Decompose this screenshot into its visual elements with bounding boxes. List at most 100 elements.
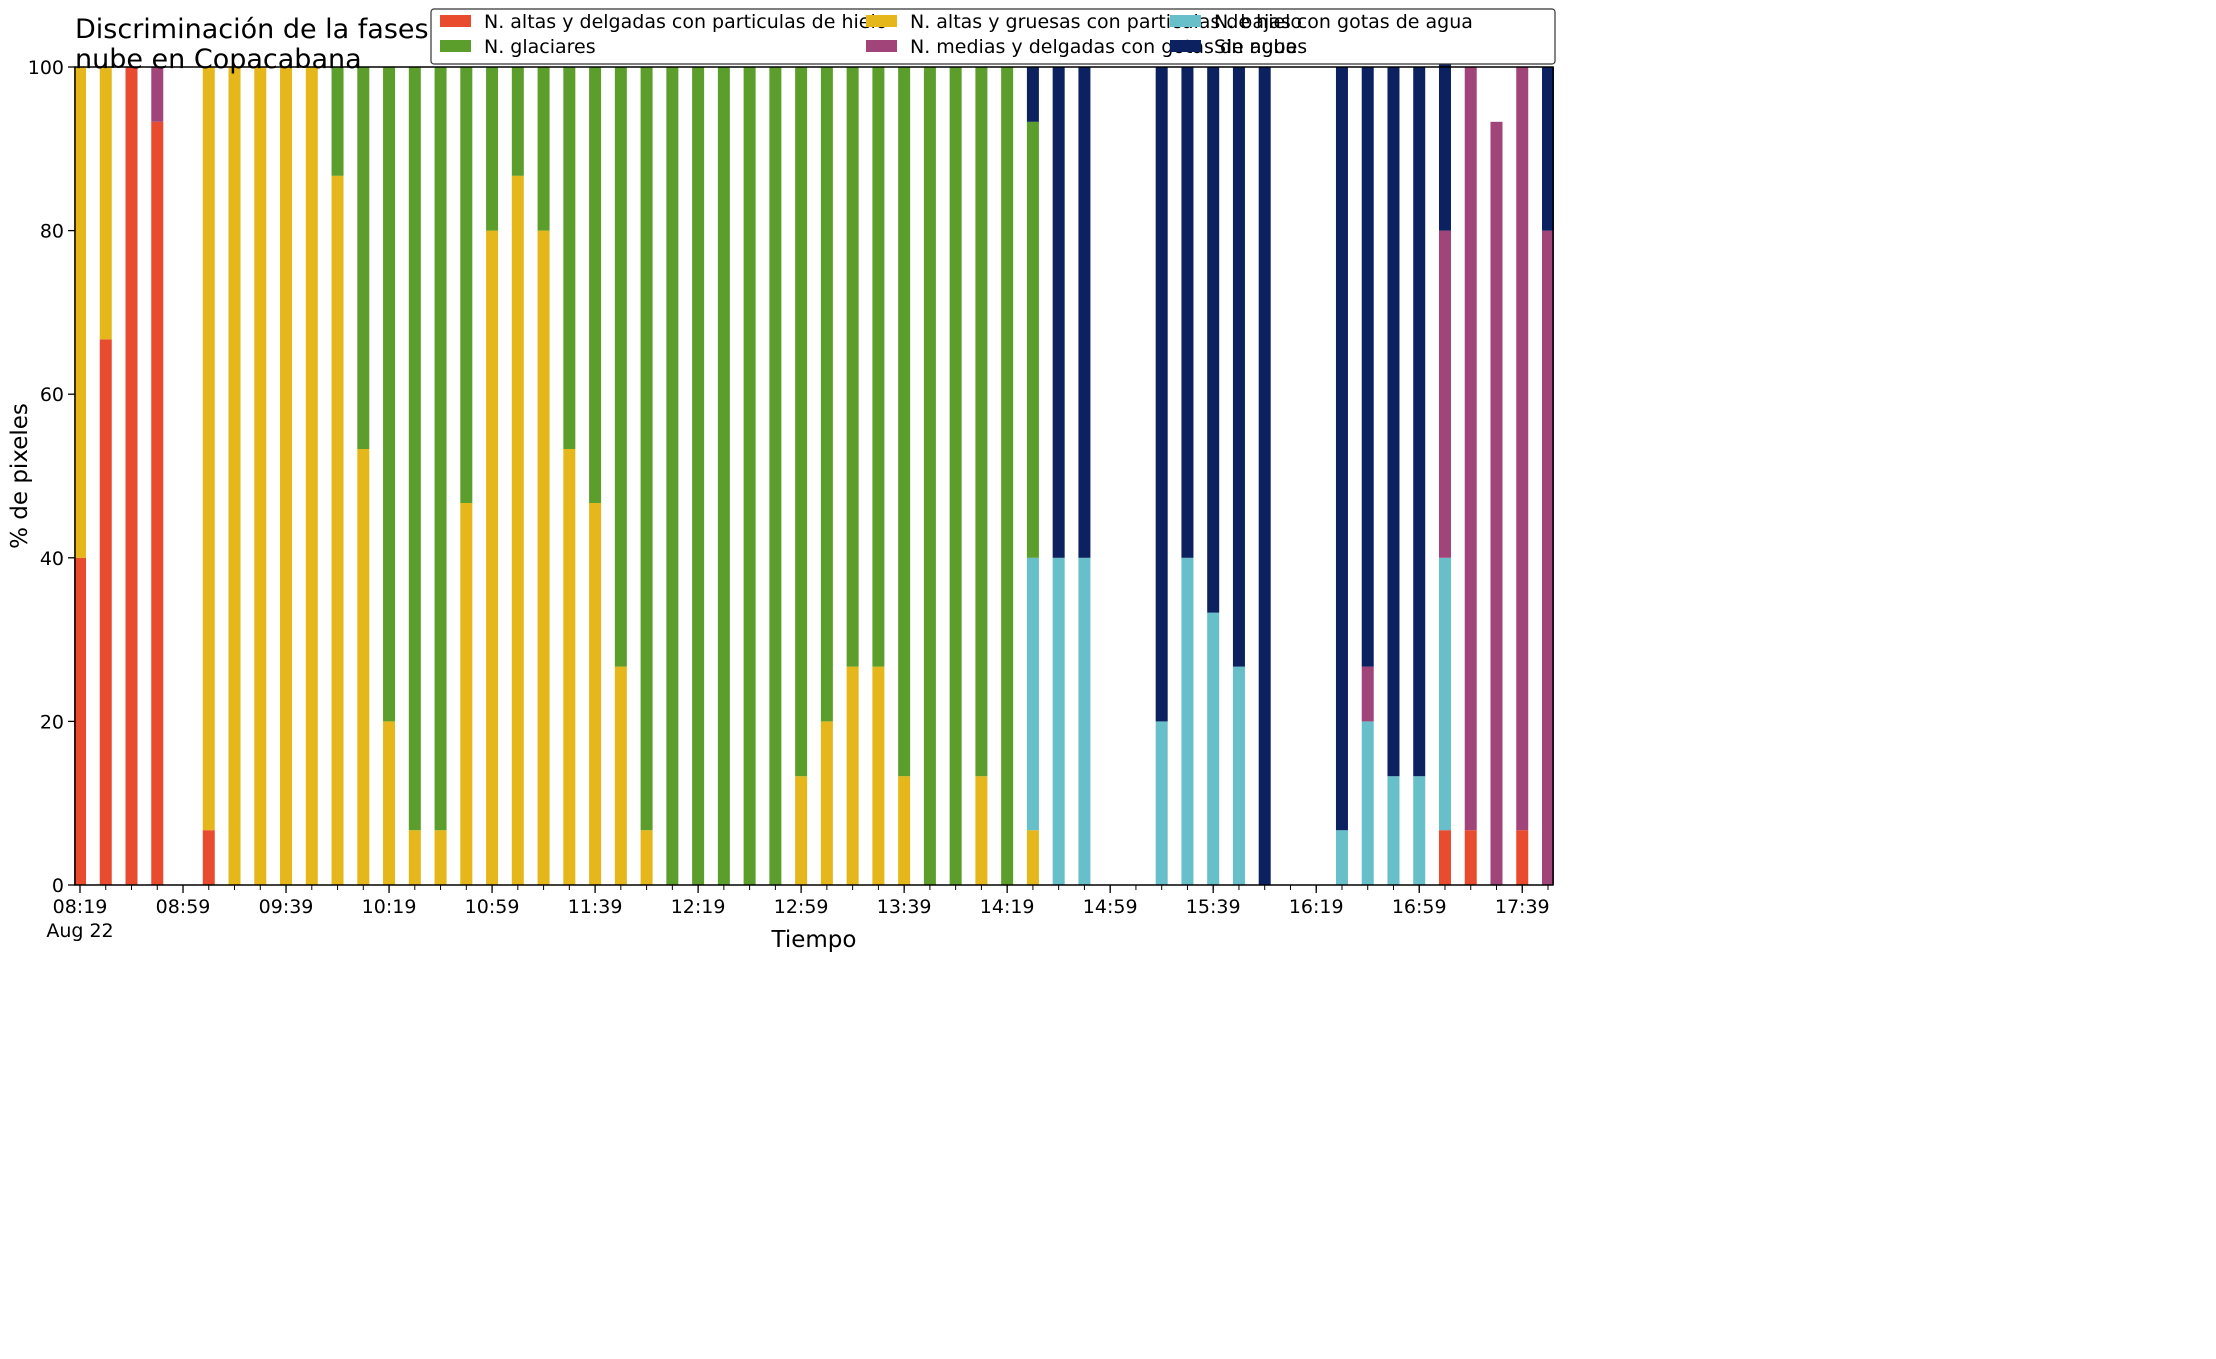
- bar-segment: [357, 67, 370, 450]
- bar-segment: [898, 67, 911, 777]
- bar-segment: [1026, 830, 1039, 885]
- bar-segment: [486, 230, 499, 886]
- y-tick-label: 40: [40, 548, 64, 570]
- bar-segment: [254, 67, 267, 885]
- bar-segment: [589, 502, 602, 885]
- plot-frame: [74, 66, 1554, 886]
- legend-swatch: [440, 15, 471, 27]
- legend-frame: [430, 8, 1556, 65]
- bar-segment: [1258, 67, 1271, 885]
- bar-segment: [228, 67, 241, 885]
- bar-segment: [1361, 666, 1374, 722]
- x-tick-label: 11:39: [568, 896, 623, 918]
- bar-segment: [898, 776, 911, 885]
- bar-segment: [1155, 67, 1168, 722]
- bar-segment: [1387, 67, 1400, 777]
- y-axis-label: % de pixeles: [7, 403, 33, 549]
- bar-segment: [434, 67, 447, 831]
- x-tick-label: 14:59: [1083, 896, 1138, 918]
- bar-segment: [614, 67, 627, 667]
- x-tick-label: 10:19: [362, 896, 417, 918]
- bar-segment: [1335, 830, 1348, 885]
- bar-segment: [1335, 67, 1348, 831]
- bar-segment: [975, 67, 988, 777]
- bar-segment: [1542, 230, 1554, 886]
- legend-swatch: [866, 40, 897, 52]
- bar-segment: [614, 666, 627, 885]
- legend-label: N. altas y delgadas con particulas de hi…: [484, 11, 887, 33]
- bar-segment: [1207, 67, 1220, 613]
- bar-segment: [357, 449, 370, 885]
- legend-label: N. bajas con gotas de agua: [1214, 11, 1473, 33]
- x-tick-label: 09:39: [259, 896, 314, 918]
- bar-segment: [1026, 557, 1039, 831]
- bar-segment: [460, 502, 473, 885]
- bar-segment: [795, 776, 808, 885]
- bar-segment: [125, 67, 138, 885]
- bar-segment: [1438, 230, 1451, 558]
- bar-segment: [1078, 557, 1091, 885]
- bar-segment: [202, 67, 215, 831]
- bar-segment: [537, 230, 550, 886]
- bar-segment: [589, 67, 602, 503]
- bar-segment: [820, 721, 833, 885]
- legend-swatch: [1170, 15, 1201, 27]
- y-tick-label: 80: [40, 221, 64, 243]
- legend-swatch: [1170, 40, 1201, 52]
- bar-segment: [717, 67, 730, 885]
- bar-segment: [1438, 557, 1451, 831]
- bar-segment: [434, 830, 447, 885]
- bar-segment: [1207, 612, 1220, 885]
- x-tick-label: 14:19: [980, 896, 1035, 918]
- bar-segment: [383, 721, 396, 885]
- x-tick-label: 10:59: [465, 896, 520, 918]
- bar-segment: [1464, 67, 1477, 831]
- x-tick-label: 12:19: [671, 896, 726, 918]
- y-tick-label: 60: [40, 384, 64, 406]
- bar-segment: [511, 67, 524, 176]
- x-tick-label: 16:59: [1392, 896, 1447, 918]
- bar-segment: [1026, 67, 1039, 122]
- bar-segment: [1078, 67, 1091, 558]
- bar-segment: [1155, 721, 1168, 885]
- bar-segment: [1464, 830, 1477, 885]
- legend: N. altas y delgadas con particulas de hi…: [430, 8, 1556, 65]
- x-tick-label: 08:59: [156, 896, 211, 918]
- bar-segment: [1232, 67, 1245, 667]
- bar-segment: [74, 557, 86, 885]
- bar-segment: [1361, 67, 1374, 667]
- bar-segment: [923, 67, 936, 885]
- y-tick-label: 0: [52, 875, 64, 897]
- bar-segment: [1490, 121, 1503, 885]
- bar-segment: [99, 67, 112, 340]
- bar-segment: [202, 830, 215, 885]
- bar-segment: [1001, 67, 1014, 885]
- bar-segment: [1181, 557, 1194, 885]
- bar-segment: [74, 67, 86, 558]
- bar-segment: [1516, 830, 1529, 885]
- bar-segment: [795, 67, 808, 777]
- x-tick-label: 08:19: [53, 896, 108, 918]
- bar-segment: [640, 830, 653, 885]
- bar-segment: [846, 67, 859, 667]
- bar-segment: [280, 67, 293, 885]
- bar-segment: [305, 67, 318, 885]
- bar-segment: [511, 175, 524, 885]
- bar-segment: [1361, 721, 1374, 885]
- x-tick-label: 17:39: [1495, 896, 1550, 918]
- bar-segment: [666, 67, 679, 885]
- bar-segment: [1026, 121, 1039, 558]
- y-tick-label: 100: [28, 57, 64, 79]
- x-tick-label: 12:59: [774, 896, 829, 918]
- bar-segment: [408, 67, 421, 831]
- y-tick-label: 20: [40, 711, 64, 733]
- bar-segment: [743, 67, 756, 885]
- bar-segment: [820, 67, 833, 722]
- legend-swatch: [866, 15, 897, 27]
- bar-segment: [383, 67, 396, 722]
- x-date-label: Aug 22: [46, 920, 113, 942]
- bar-segment: [1052, 557, 1065, 885]
- bar-segment: [486, 67, 499, 231]
- bar-segment: [1232, 666, 1245, 885]
